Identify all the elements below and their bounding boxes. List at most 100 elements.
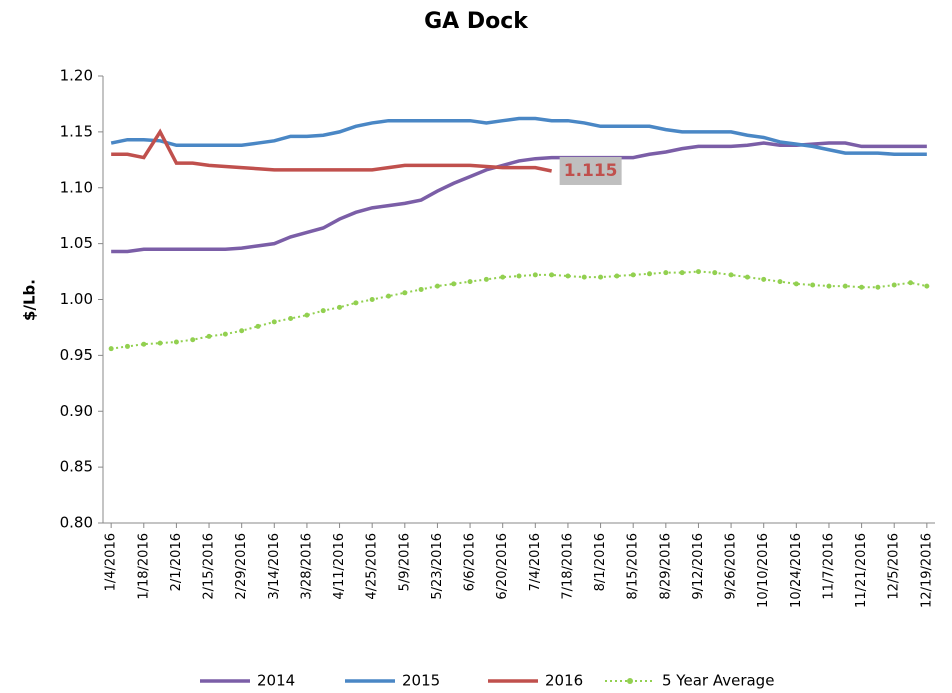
x-tick-label: 12/5/2016 bbox=[887, 533, 902, 600]
point bbox=[744, 274, 750, 280]
point bbox=[826, 283, 832, 289]
point bbox=[124, 343, 130, 349]
point bbox=[402, 290, 408, 296]
point bbox=[859, 284, 865, 290]
point bbox=[761, 276, 767, 282]
x-tick-label: 8/1/2016 bbox=[593, 533, 608, 591]
point bbox=[679, 270, 685, 276]
point bbox=[385, 293, 391, 299]
x-tick-label: 4/11/2016 bbox=[332, 533, 347, 600]
point bbox=[500, 274, 506, 280]
point bbox=[222, 331, 228, 337]
point bbox=[695, 269, 701, 275]
legend-marker bbox=[627, 678, 633, 684]
point bbox=[239, 328, 245, 334]
x-tick-label: 6/6/2016 bbox=[463, 533, 478, 591]
x-tick-label: 1/18/2016 bbox=[136, 533, 151, 600]
point bbox=[565, 273, 571, 279]
point bbox=[288, 315, 294, 321]
point bbox=[793, 281, 799, 287]
x-tick-label: 7/4/2016 bbox=[528, 533, 543, 591]
y-tick-label: 1.00 bbox=[60, 290, 93, 308]
x-tick-label: 3/14/2016 bbox=[267, 533, 282, 600]
x-tick-label: 9/12/2016 bbox=[691, 533, 706, 600]
point bbox=[630, 272, 636, 278]
x-tick-label: 4/25/2016 bbox=[365, 533, 380, 600]
legend-label: 2016 bbox=[545, 672, 583, 690]
point bbox=[320, 308, 326, 314]
point bbox=[663, 270, 669, 276]
point bbox=[337, 304, 343, 310]
x-tick-label: 10/10/2016 bbox=[756, 533, 771, 608]
x-tick-label: 3/28/2016 bbox=[299, 533, 314, 600]
chart-title: GA Dock bbox=[424, 9, 529, 34]
x-tick-label: 5/9/2016 bbox=[397, 533, 412, 591]
point bbox=[255, 323, 261, 329]
y-axis-title: $/Lb. bbox=[21, 279, 39, 321]
x-tick-label: 5/23/2016 bbox=[430, 533, 445, 600]
point bbox=[777, 279, 783, 285]
y-tick-label: 1.20 bbox=[60, 67, 93, 85]
point bbox=[712, 270, 718, 276]
series-line bbox=[111, 128, 552, 173]
point bbox=[157, 340, 163, 346]
point bbox=[451, 281, 457, 287]
point bbox=[842, 283, 848, 289]
point bbox=[532, 272, 538, 278]
x-tick-label: 11/7/2016 bbox=[821, 533, 836, 600]
point bbox=[369, 297, 375, 302]
x-tick-label: 12/19/2016 bbox=[919, 533, 934, 608]
point bbox=[304, 312, 310, 318]
x-tick-label: 6/20/2016 bbox=[495, 533, 510, 600]
point bbox=[728, 272, 734, 278]
y-tick-label: 0.85 bbox=[60, 458, 93, 476]
point bbox=[483, 276, 489, 282]
legend-label: 2015 bbox=[402, 672, 440, 690]
point bbox=[434, 283, 440, 289]
label-box bbox=[559, 156, 622, 185]
point bbox=[810, 282, 816, 288]
point bbox=[173, 339, 179, 345]
series-line bbox=[110, 116, 927, 156]
series-line bbox=[111, 270, 928, 350]
point bbox=[875, 284, 881, 290]
x-tick-label: 10/24/2016 bbox=[789, 533, 804, 608]
point bbox=[206, 333, 212, 339]
point bbox=[647, 271, 653, 277]
point bbox=[190, 337, 196, 343]
y-tick-label: 0.95 bbox=[60, 346, 93, 364]
point bbox=[549, 272, 555, 278]
legend-label: 2014 bbox=[257, 672, 295, 690]
legend-label: 5 Year Average bbox=[662, 672, 774, 690]
y-tick-label: 1.10 bbox=[60, 178, 93, 196]
point bbox=[108, 346, 114, 352]
x-tick-label: 2/29/2016 bbox=[234, 533, 249, 600]
point bbox=[581, 274, 587, 280]
point bbox=[924, 283, 930, 289]
point bbox=[598, 274, 604, 280]
point bbox=[908, 280, 914, 286]
y-tick-label: 1.05 bbox=[60, 234, 93, 252]
x-tick-label: 2/1/2016 bbox=[169, 533, 184, 591]
point bbox=[353, 300, 359, 306]
data-label: 1.115 bbox=[564, 161, 618, 181]
point bbox=[418, 286, 424, 292]
x-tick-label: 7/18/2016 bbox=[560, 533, 575, 600]
x-tick-label: 1/4/2016 bbox=[104, 533, 119, 591]
point bbox=[516, 273, 522, 279]
point bbox=[614, 273, 620, 279]
x-tick-label: 2/15/2016 bbox=[202, 533, 217, 600]
y-tick-label: 1.15 bbox=[60, 122, 93, 140]
point bbox=[141, 341, 147, 347]
y-tick-label: 0.90 bbox=[60, 402, 93, 420]
point bbox=[271, 319, 277, 325]
point bbox=[467, 279, 473, 285]
y-tick-label: 0.80 bbox=[60, 514, 93, 532]
x-tick-label: 8/29/2016 bbox=[658, 533, 673, 600]
series-line bbox=[111, 141, 927, 254]
x-tick-label: 8/15/2016 bbox=[626, 533, 641, 600]
point bbox=[891, 282, 897, 288]
x-tick-label: 9/26/2016 bbox=[724, 533, 739, 600]
x-tick-label: 11/21/2016 bbox=[854, 533, 869, 608]
